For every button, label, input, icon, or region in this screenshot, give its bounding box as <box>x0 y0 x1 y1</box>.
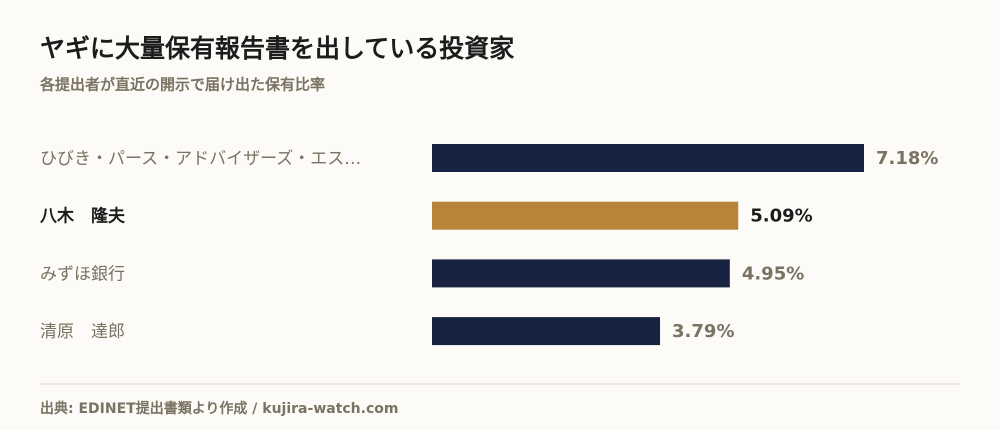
value-label: 5.09% <box>750 206 812 227</box>
bar <box>432 259 730 288</box>
chart-subtitle: 各提出者が直近の開示で届け出た保有比率 <box>39 76 325 94</box>
category-label: 清原 達郎 <box>40 322 125 342</box>
bar <box>432 317 661 346</box>
source-note: 出典: EDINET提出書類より作成 / kujira-watch.com <box>40 400 398 417</box>
bar <box>432 201 739 230</box>
category-label: 八木 隆夫 <box>40 206 126 227</box>
category-label: ひびき・パース・アドバイザーズ・エス… <box>40 149 361 169</box>
category-label: みずほ銀行 <box>40 264 125 284</box>
bar <box>432 144 864 172</box>
chart-title: ヤギに大量保有報告書を出している投資家 <box>40 34 514 63</box>
value-label: 4.95% <box>742 263 804 284</box>
value-label: 3.79% <box>672 321 734 342</box>
value-label: 7.18% <box>876 148 938 169</box>
